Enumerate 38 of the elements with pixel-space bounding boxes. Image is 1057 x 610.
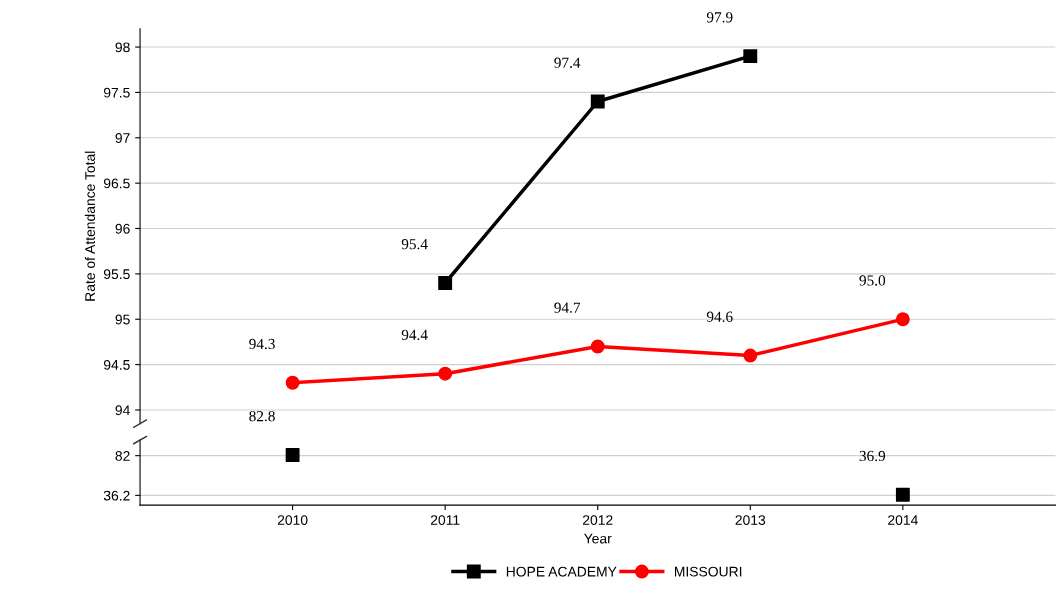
data-label: 94.7 [554,302,581,313]
data-label: 94.4 [401,329,428,341]
point [743,348,758,363]
data-label: 36.9 [859,450,886,462]
x-tick-label: 2012 [582,515,613,525]
x-axis-title: Year [584,533,612,544]
y-axis-title: Rate of Attendance Total [84,151,95,301]
point [285,375,300,390]
point [590,339,605,354]
x-tick-label: 2011 [430,515,460,525]
data-label: 97.4 [554,57,581,68]
y-tick-label: 97 [115,133,130,143]
y-tick-label: 94.5 [103,359,130,370]
y-tick-label: 96.5 [103,178,130,189]
data-label: 97.9 [706,12,733,23]
legend-label: MISSOURI [674,566,742,577]
x-tick-label: 2013 [735,515,766,525]
y-tick-label: 82 [115,450,130,461]
y-tick-label: 95.5 [103,269,130,280]
y-tick-label: 95 [115,314,130,325]
point [438,276,453,290]
data-label: 95.0 [859,275,886,286]
y-tick-label: 94 [115,405,130,416]
point [895,312,910,327]
data-label: 94.3 [249,338,275,350]
point [743,49,758,64]
x-tick-label: 2014 [888,515,918,525]
y-tick-label: 97.5 [103,87,130,98]
point [590,94,605,109]
y-tick-label: 36.2 [103,490,130,501]
y-tick-label: 98 [115,42,130,53]
legend-label: HOPE ACADEMY [506,566,617,577]
data-label: 95.4 [401,239,428,250]
data-label: 82.8 [249,411,275,422]
data-label: 94.6 [706,311,733,322]
y-tick-label: 96 [115,223,130,234]
point [438,366,453,381]
x-tick-label: 2010 [277,515,308,525]
